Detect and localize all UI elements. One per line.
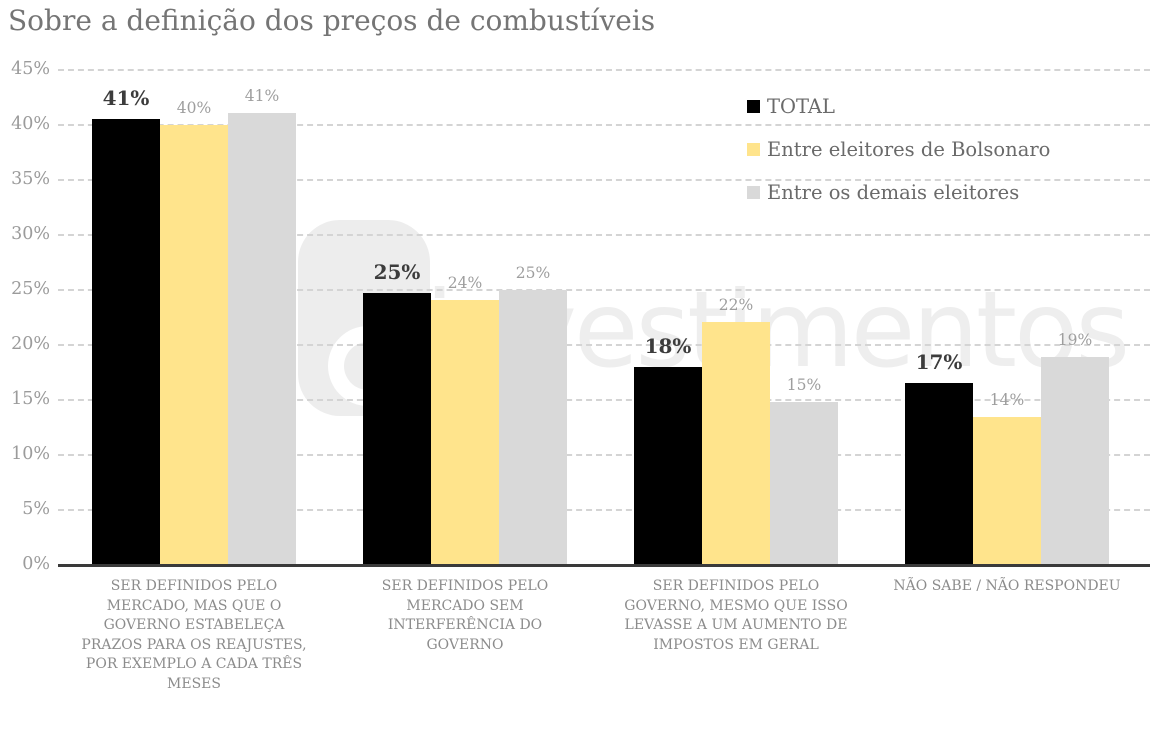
gridline-20 (58, 343, 1150, 346)
bar-series2-group2 (431, 299, 499, 565)
bar-series2-group4 (973, 417, 1041, 565)
bar-value-label-series3-group1: 41% (244, 87, 280, 106)
category-label-1: SER DEFINIDOS PELO MERCADO, MAS QUE O GO… (81, 578, 307, 692)
bar-series3-group2 (499, 290, 567, 565)
bar-series1-group4 (905, 383, 973, 565)
gridline-10 (58, 453, 1150, 456)
legend-swatch-icon (747, 186, 760, 199)
legend-label: Entre eleitores de Bolsonaro (767, 138, 1051, 161)
gridline-35 (58, 179, 1150, 182)
bar-value-label-series2-group1: 40% (176, 99, 212, 118)
legend-label: TOTAL (767, 95, 835, 118)
bar-value-label-series1-group2: 25% (373, 260, 421, 285)
y-tick-label-45: 45% (11, 59, 50, 80)
bar-value-label-series2-group3: 22% (718, 295, 754, 314)
legend-swatch-icon (747, 143, 760, 156)
bar-value-label-series2-group4: 14% (989, 391, 1025, 410)
bar-value-label-series1-group3: 18% (644, 333, 692, 358)
bar-value-label-series3-group2: 25% (515, 264, 551, 283)
x-axis-baseline (58, 563, 1150, 567)
bar-series1-group1 (92, 118, 160, 565)
legend-item-series1: TOTAL (747, 95, 835, 118)
gridline-40 (58, 124, 1150, 127)
bar-series1-group3 (634, 366, 702, 565)
bar-series3-group4 (1041, 357, 1109, 565)
bar-value-label-series3-group4: 19% (1057, 331, 1093, 350)
gridline-45 (58, 69, 1150, 72)
bar-series3-group1 (228, 113, 296, 565)
y-tick-label-40: 40% (11, 114, 50, 135)
legend-item-series2: Entre eleitores de Bolsonaro (747, 138, 1050, 161)
category-label-3: SER DEFINIDOS PELO GOVERNO, MESMO QUE IS… (624, 578, 848, 653)
y-tick-label-15: 15% (11, 388, 50, 409)
gridline-5 (58, 508, 1150, 511)
category-label-4: NÃO SABE / NÃO RESPONDEU (893, 578, 1121, 594)
y-tick-label-0: 0% (22, 553, 50, 574)
legend-label: Entre os demais eleitores (767, 181, 1020, 204)
gridline-30 (58, 234, 1150, 237)
category-label-2: SER DEFINIDOS PELO MERCADO SEM INTERFERÊ… (381, 578, 549, 653)
bar-value-label-series1-group1: 41% (102, 85, 150, 110)
bar-value-label-series2-group2: 24% (447, 273, 483, 292)
legend-item-series3: Entre os demais eleitores (747, 181, 1019, 204)
y-tick-label-10: 10% (11, 443, 50, 464)
y-tick-label-25: 25% (11, 279, 50, 300)
bar-series1-group2 (363, 293, 431, 565)
bar-series2-group3 (702, 321, 770, 565)
bar-value-label-series3-group3: 15% (786, 376, 822, 395)
y-tick-label-30: 30% (11, 224, 50, 245)
bar-series3-group3 (770, 402, 838, 565)
chart-title: Sobre a definição dos preços de combustí… (8, 4, 656, 37)
gridline-15 (58, 398, 1150, 401)
y-tick-label-20: 20% (11, 333, 50, 354)
y-tick-label-35: 35% (11, 169, 50, 190)
y-tick-label-5: 5% (22, 498, 50, 519)
legend-swatch-icon (747, 100, 760, 113)
bar-series2-group1 (160, 125, 228, 565)
gridline-25 (58, 289, 1150, 292)
bar-value-label-series1-group4: 17% (915, 350, 963, 375)
